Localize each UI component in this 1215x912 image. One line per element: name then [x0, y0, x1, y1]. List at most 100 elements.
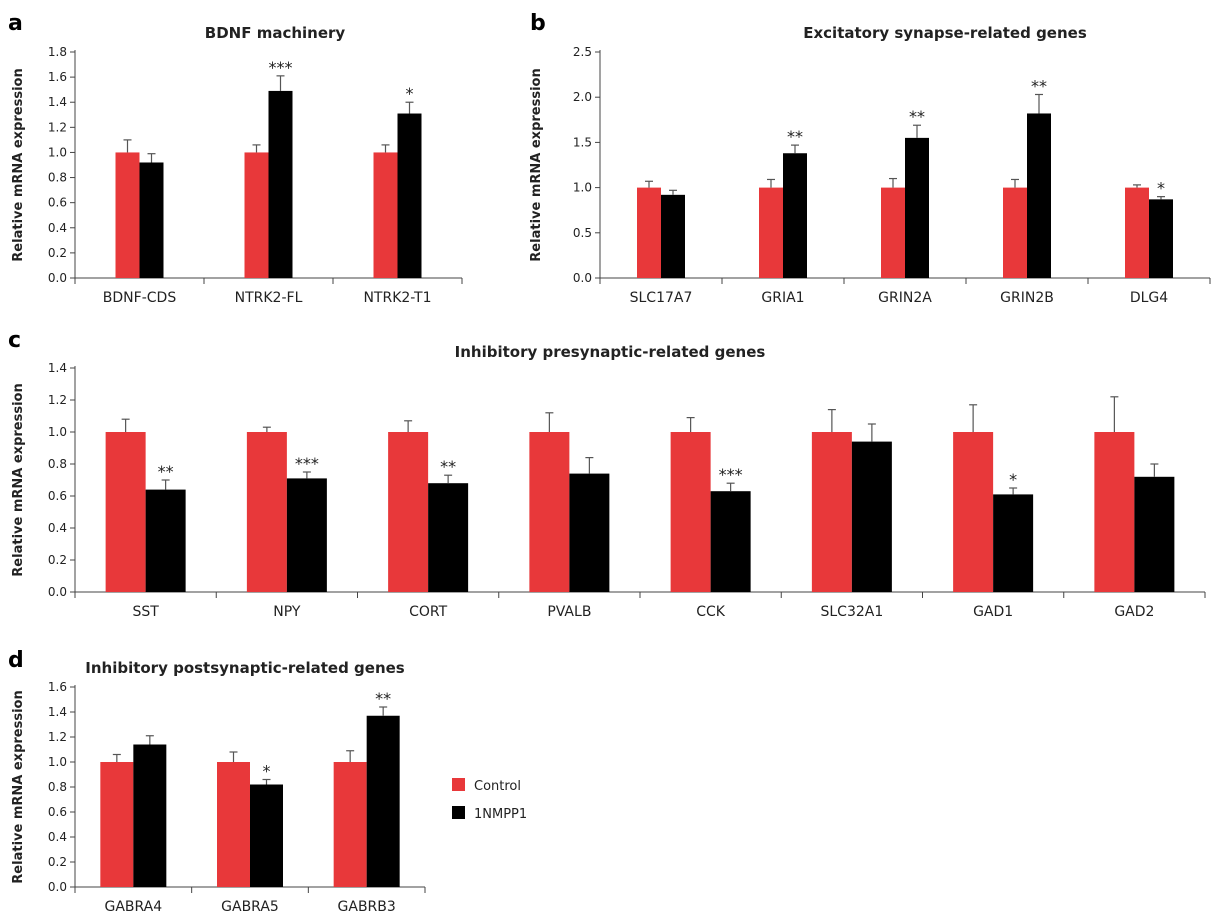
panel-b-y-axis-label: Relative mRNA expression: [529, 68, 544, 261]
panel-d-bar-control: [333, 762, 367, 887]
panel-c-title: Inhibitory presynaptic-related genes: [455, 343, 766, 361]
panel-b-significance-marker: **: [1031, 76, 1047, 95]
panel-b-y-tick-label: 0.0: [573, 271, 592, 285]
panel-b-significance-marker: **: [909, 107, 925, 126]
panel-c-y-tick-label: 0.6: [48, 489, 67, 503]
panel-c-y-tick-label: 0.8: [48, 457, 67, 471]
panel-a-y-tick-label: 1.2: [48, 120, 67, 134]
panel-d-y-tick-label: 1.6: [48, 680, 67, 694]
panel-c-bar-control: [811, 432, 852, 592]
panel-c-category-label: CORT: [409, 604, 448, 620]
panel-c-y-tick-label: 0.0: [48, 585, 67, 599]
panel-a-bar-control: [373, 152, 398, 278]
panel-d-y-tick-label: 0.2: [48, 855, 67, 869]
panel-d-category-label: GABRB3: [338, 899, 396, 912]
panel-c-y-tick-label: 1.2: [48, 393, 67, 407]
panel-d-bar-control: [217, 762, 250, 887]
panel-a-y-tick-label: 0.8: [48, 171, 67, 185]
panel-b-category-label: DLG4: [1130, 290, 1168, 306]
panel-a-y-tick-label: 0.0: [48, 271, 67, 285]
panel-a-y-tick-label: 1.8: [48, 45, 67, 59]
panel-c-chart: c Inhibitory presynaptic-related genes Rel…: [8, 328, 1206, 620]
panel-a-significance-marker: ***: [269, 58, 293, 77]
panel-a-y-axis-label: Relative mRNA expression: [11, 68, 26, 261]
panel-d-bar-control: [100, 762, 134, 887]
legend-swatch-treated: [452, 806, 465, 819]
panel-d-significance-marker: *: [263, 762, 271, 781]
panel-b-significance-marker: *: [1157, 179, 1165, 198]
panel-b-label: b: [530, 11, 546, 36]
panel-c-significance-marker: ***: [719, 465, 743, 484]
panel-d-y-tick-label: 0.0: [48, 880, 67, 894]
panel-c-bar-treated: [145, 489, 186, 592]
panel-b-y-tick-label: 2.5: [573, 45, 592, 59]
legend-label-treated: 1NMPP1: [474, 807, 527, 822]
panel-d-y-tick-label: 1.0: [48, 755, 67, 769]
panel-c-significance-marker: **: [440, 457, 456, 476]
panel-c-y-tick-label: 0.2: [48, 553, 67, 567]
panel-c-category-label: SLC32A1: [820, 604, 883, 620]
panel-c-significance-marker: **: [158, 462, 174, 481]
panel-a-label: a: [8, 11, 23, 36]
panel-a-y-tick-label: 1.6: [48, 70, 67, 84]
panel-b-y-tick-label: 0.5: [573, 226, 592, 240]
panel-c-y-tick-label: 1.0: [48, 425, 67, 439]
panel-c-bar-treated: [569, 473, 610, 592]
panel-c-bar-control: [246, 432, 287, 592]
panel-a-bar-treated: [268, 90, 293, 278]
panel-d-bar-treated: [133, 744, 167, 887]
panel-a-bar-control: [115, 152, 140, 278]
panel-c-category-label: CCK: [696, 604, 726, 620]
panel-c-bar-treated: [286, 478, 327, 592]
panel-d-y-tick-label: 1.4: [48, 705, 67, 719]
panel-d-label: d: [8, 648, 24, 673]
panel-d-y-tick-label: 0.8: [48, 780, 67, 794]
panel-a-y-tick-label: 0.4: [48, 221, 67, 235]
panel-b-y-tick-label: 1.0: [573, 181, 592, 195]
panel-a-category-label: NTRK2-FL: [235, 290, 303, 306]
panel-c-category-label: GAD1: [973, 604, 1013, 620]
panel-c-category-label: NPY: [273, 604, 301, 620]
panel-b-bar-control: [1125, 187, 1149, 278]
panel-b-bar-treated: [905, 137, 929, 278]
panel-b-category-label: GRIN2B: [1000, 290, 1054, 306]
panel-b-bar-treated: [1149, 199, 1173, 278]
panel-b-category-label: GRIA1: [761, 290, 804, 306]
panel-a-title: BDNF machinery: [205, 24, 346, 42]
panel-c-y-tick-label: 1.4: [48, 361, 67, 375]
panel-b-significance-marker: **: [787, 127, 803, 146]
legend-swatch-control: [452, 778, 465, 791]
panel-a-category-label: BDNF-CDS: [103, 290, 177, 306]
panel-b-y-tick-label: 2.0: [573, 90, 592, 104]
panel-c-bar-control: [670, 432, 711, 592]
panel-a-bar-treated: [397, 113, 422, 279]
panel-c-bar-treated: [1134, 476, 1175, 592]
panel-d-y-axis-label: Relative mRNA expression: [11, 690, 26, 883]
panel-a-chart: a BDNF machinery Relative mRNA expression 0…: [8, 11, 463, 306]
panel-c-y-tick-label: 0.4: [48, 521, 67, 535]
panel-b-bar-control: [1003, 187, 1027, 278]
panel-d-significance-marker: **: [375, 689, 391, 708]
panel-a-significance-marker: *: [406, 84, 414, 103]
panel-d-y-tick-label: 0.6: [48, 805, 67, 819]
panel-b-bar-treated: [1027, 113, 1051, 278]
panel-c-category-label: PVALB: [547, 604, 591, 620]
panel-a-category-label: NTRK2-T1: [363, 290, 431, 306]
panel-b-bar-control: [637, 187, 661, 278]
panel-b-category-label: SLC17A7: [630, 290, 693, 306]
panel-a-y-tick-label: 1.4: [48, 95, 67, 109]
panel-c-bar-control: [1094, 432, 1135, 592]
panel-c-y-axis-label: Relative mRNA expression: [11, 383, 26, 576]
panel-d-title: Inhibitory postsynaptic-related genes: [85, 659, 405, 677]
panel-b-y-tick-label: 1.5: [573, 135, 592, 149]
panel-c-bar-treated: [710, 491, 751, 592]
panel-d-category-label: GABRA5: [221, 899, 279, 912]
panel-b-title: Excitatory synapse-related genes: [803, 24, 1087, 42]
panel-b-bar-control: [881, 187, 905, 278]
panel-b-chart: b Excitatory synapse-related genes Relativ…: [529, 11, 1211, 306]
panel-c-significance-marker: *: [1009, 470, 1017, 489]
panel-d-y-tick-label: 1.2: [48, 730, 67, 744]
panel-a-y-tick-label: 1.0: [48, 145, 67, 159]
panel-a-y-tick-label: 0.2: [48, 246, 67, 260]
panel-c-bar-control: [529, 432, 570, 592]
